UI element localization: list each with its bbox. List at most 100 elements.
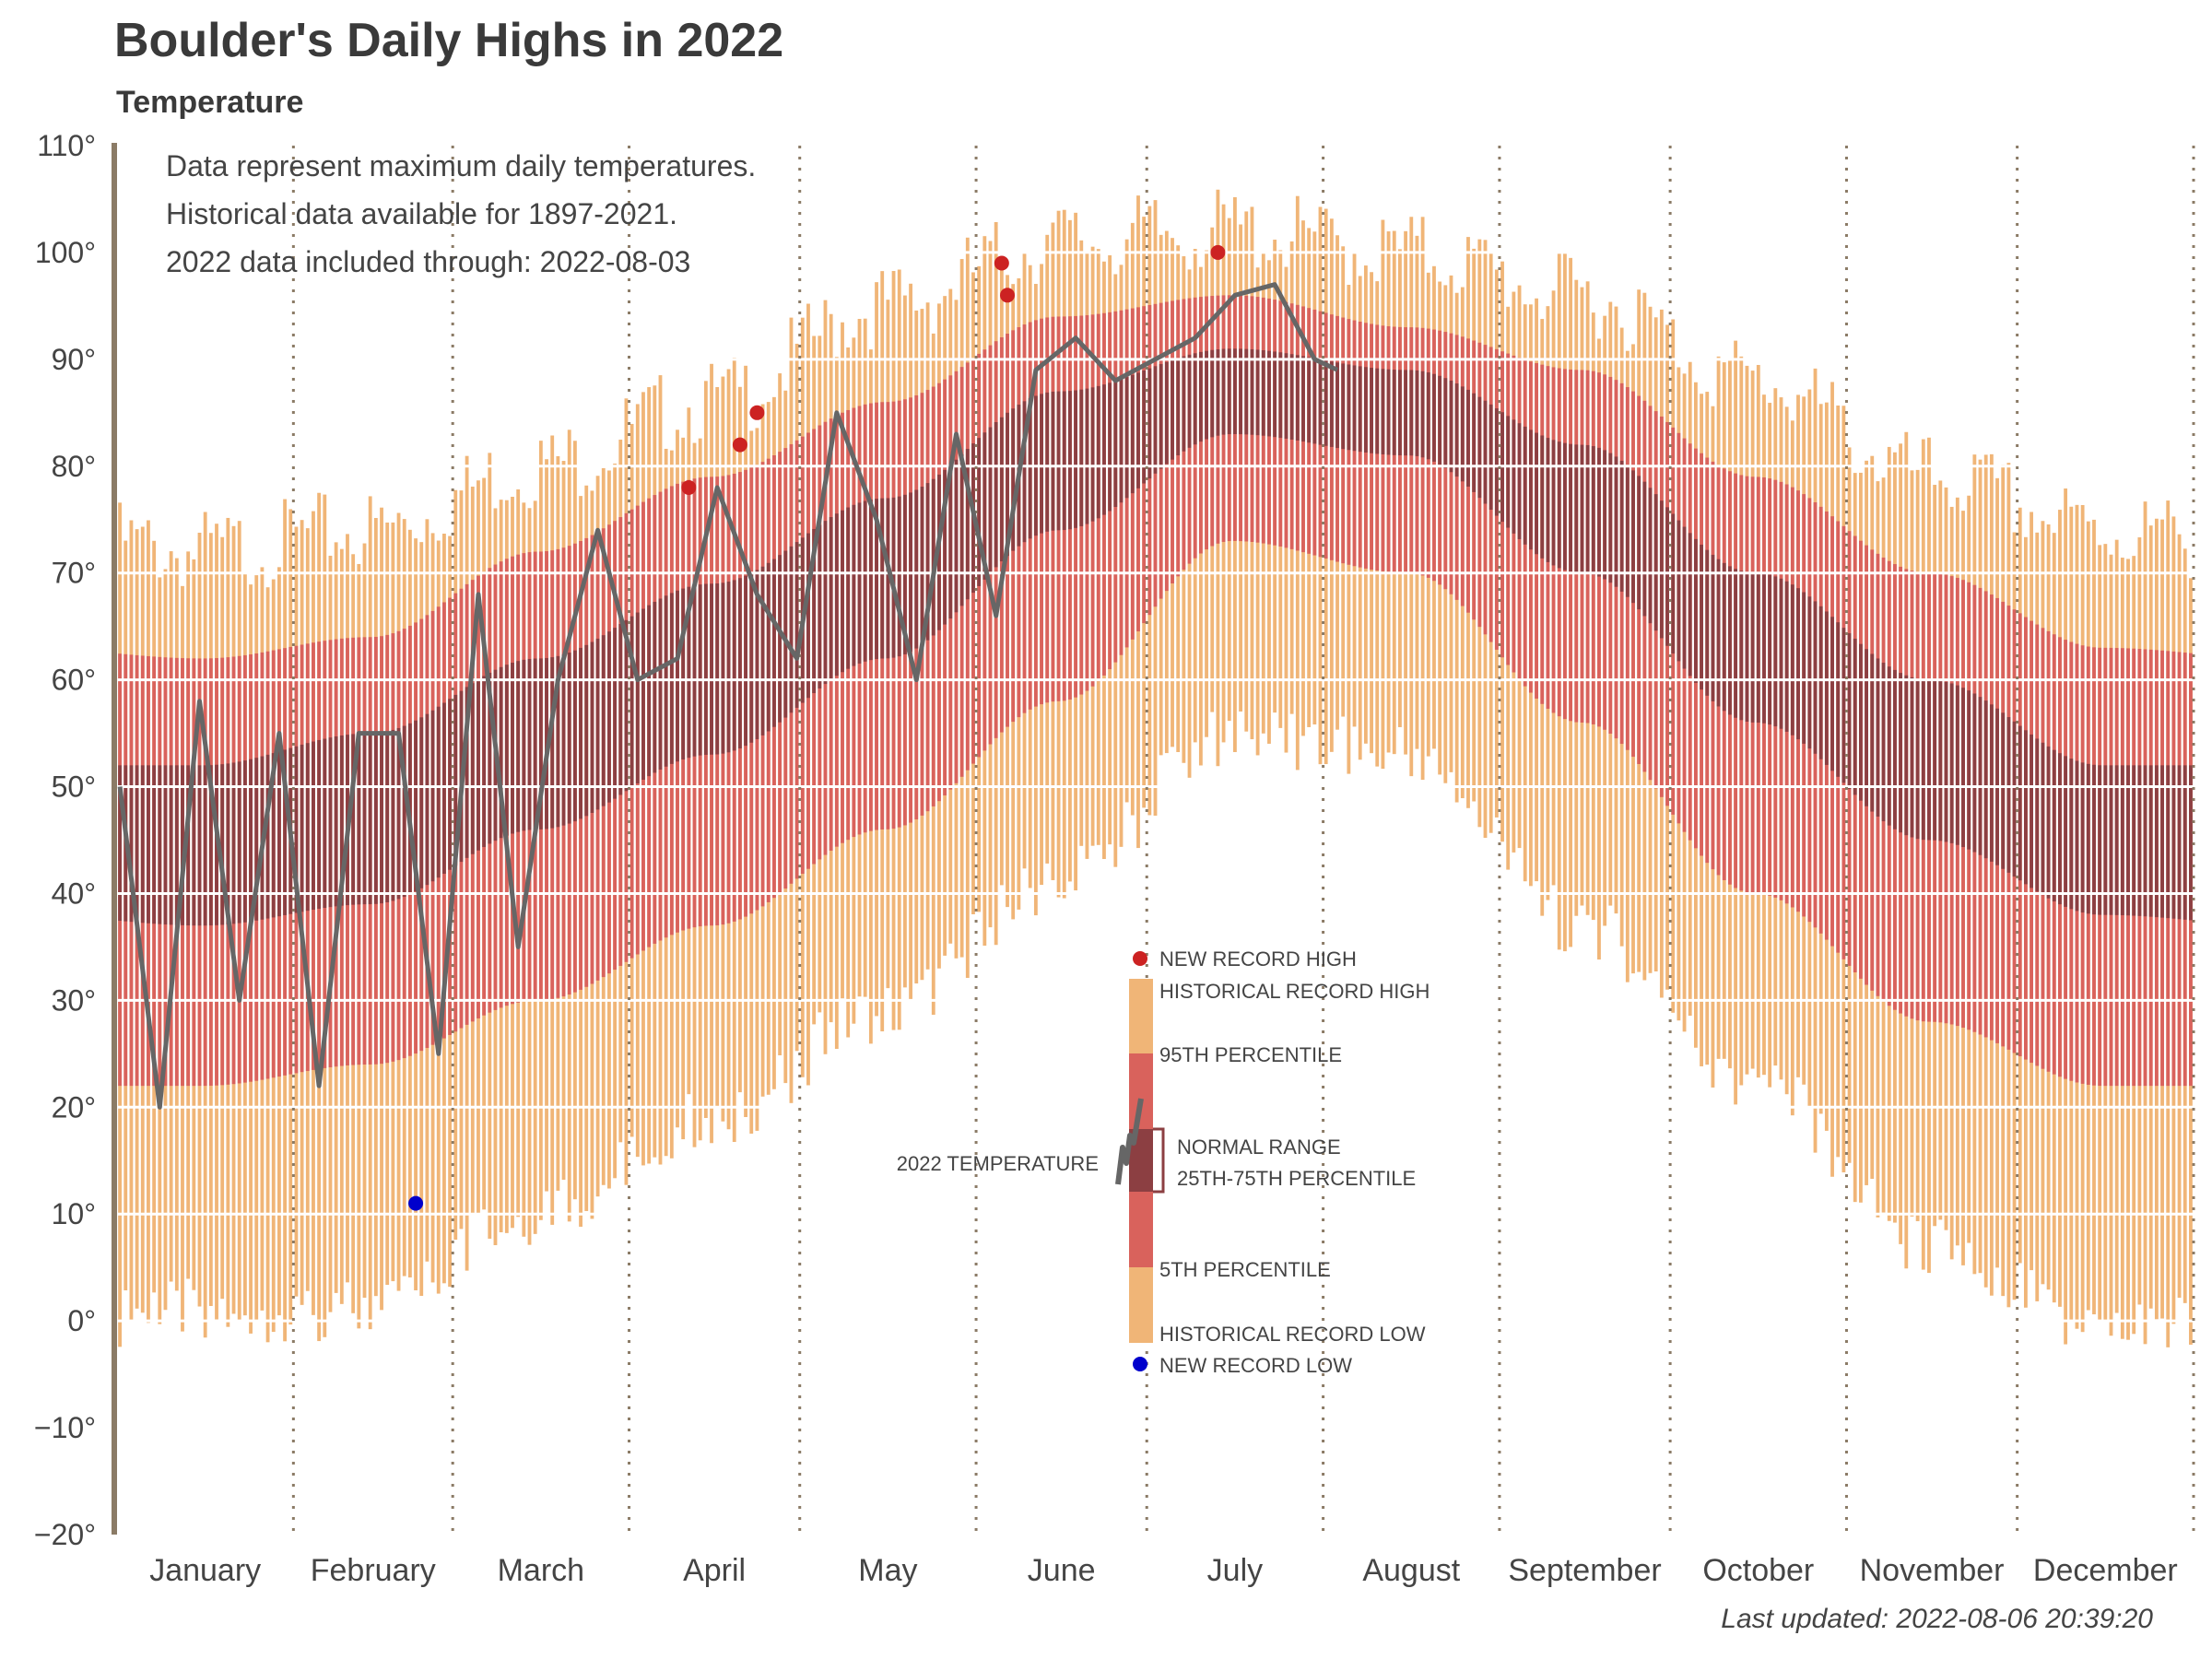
note-line-3: 2022 data included through: 2022-08-03: [166, 245, 691, 278]
normal-range-bar: [676, 590, 679, 762]
normal-range-bar: [1915, 678, 1920, 840]
normal-range-bar: [414, 720, 418, 892]
normal-range-bar: [1585, 444, 1590, 574]
normal-range-bar: [2069, 759, 2074, 910]
normal-range-bar: [1176, 358, 1181, 456]
normal-range-bar: [163, 765, 168, 925]
normal-range-bar: [2109, 765, 2113, 915]
normal-range-bar: [1716, 559, 1721, 707]
normal-range-bar: [812, 528, 817, 694]
y-tick-label: 90°: [52, 343, 96, 376]
normal-range-bar: [1096, 385, 1100, 519]
normal-range-bar: [1580, 444, 1584, 573]
y-tick-label: 20°: [52, 1090, 96, 1124]
normal-range-bar: [1335, 362, 1339, 449]
normal-range-bar: [305, 743, 310, 912]
normal-range-bar: [1796, 588, 1800, 740]
normal-range-bar: [129, 765, 134, 923]
normal-range-bar: [1011, 408, 1016, 551]
temp-2022-line: [117, 282, 1339, 1110]
normal-range-bar: [965, 449, 970, 600]
normal-range-bar: [868, 500, 873, 661]
y-tick-label: 10°: [52, 1197, 96, 1230]
normal-range-bar: [943, 469, 947, 625]
normal-range-bar: [1352, 365, 1357, 452]
normal-range-bar: [465, 687, 469, 858]
normal-range-bar: [1563, 442, 1567, 571]
normal-range-bar: [760, 566, 765, 735]
legend-historical-record-high-label: HISTORICAL RECORD HIGH: [1159, 980, 1430, 1003]
normal-range-bar: [1221, 348, 1226, 435]
normal-range-bar: [891, 497, 896, 658]
normal-range-bar: [203, 765, 207, 926]
normal-range-bar: [914, 489, 919, 649]
normal-range-bar: [572, 650, 577, 822]
normal-range-bar: [925, 483, 930, 641]
normal-range-bar: [470, 683, 475, 854]
normal-range-bar: [1067, 391, 1072, 530]
normal-range-bar: [2114, 765, 2119, 915]
normal-range-bar: [442, 702, 446, 874]
normal-range-bar: [1921, 679, 1925, 841]
y-tick-label: 0°: [67, 1304, 96, 1337]
normal-range-bar: [1284, 353, 1288, 439]
normal-range-bar: [715, 583, 720, 755]
normal-range-bar: [1949, 683, 1954, 843]
normal-range-bar: [624, 619, 629, 792]
normal-range-bar: [681, 588, 686, 760]
normal-range-bar: [2092, 764, 2096, 915]
normal-range-bar: [2006, 717, 2011, 873]
normal-range-bar: [1910, 677, 1914, 838]
normal-range-bar: [1739, 571, 1744, 721]
normal-range-bar: [737, 578, 742, 748]
normal-range-bar: [1836, 622, 1841, 777]
normal-range-bar: [1523, 426, 1527, 545]
normal-range-bar: [1233, 348, 1237, 435]
normal-range-bar: [1483, 400, 1488, 504]
normal-range-bar: [2189, 765, 2193, 921]
normal-range-bar: [516, 661, 521, 832]
normal-range-bar: [948, 465, 953, 619]
normal-range-bar: [1341, 363, 1346, 450]
normal-range-bar: [1460, 386, 1465, 482]
normal-range-bar: [834, 513, 839, 677]
normal-range-bar: [1790, 584, 1794, 735]
normal-range-bar: [488, 672, 492, 844]
normal-range-bar: [618, 623, 623, 795]
normal-range-bar: [1494, 408, 1499, 516]
normal-range-bar: [339, 735, 344, 906]
normal-range-bar: [613, 628, 618, 799]
normal-range-bar: [300, 744, 304, 912]
normal-range-bar: [857, 502, 862, 664]
normal-range-bar: [1426, 372, 1430, 460]
note-line-1: Data represent maximum daily temperature…: [166, 149, 757, 182]
normal-range-bar: [294, 746, 299, 913]
normal-range-bar: [242, 760, 247, 923]
normal-range-bar: [1153, 366, 1158, 474]
normal-range-bar: [1653, 494, 1658, 631]
normal-range-bar: [579, 647, 582, 819]
normal-range-bar: [1557, 441, 1561, 569]
normal-range-bar: [1972, 693, 1977, 853]
normal-range-bar: [1375, 368, 1380, 454]
normal-range-bar: [1040, 394, 1043, 534]
normal-range-bar: [2035, 738, 2040, 892]
normal-range-bar: [351, 734, 356, 905]
normal-range-bar: [823, 521, 828, 685]
normal-range-bar: [1381, 369, 1385, 454]
month-label: November: [1860, 1553, 2005, 1588]
normal-range-bar: [1090, 387, 1095, 522]
normal-range-bar: [1409, 370, 1414, 456]
normal-range-bar: [1631, 470, 1635, 604]
normal-range-bar: [1734, 569, 1738, 718]
normal-range-bar: [1876, 658, 1880, 818]
normal-range-bar: [1904, 675, 1909, 836]
y-tick-label: −20°: [34, 1518, 96, 1551]
month-labels: January February March April May June July Augu…: [149, 1553, 2178, 1588]
normal-range-bar: [152, 765, 157, 924]
normal-range-bar: [1682, 526, 1687, 669]
normal-range-bar: [1130, 374, 1135, 494]
normal-range-bar: [1438, 375, 1442, 465]
normal-range-bar: [1551, 440, 1556, 566]
normal-range-bar: [2041, 742, 2045, 896]
